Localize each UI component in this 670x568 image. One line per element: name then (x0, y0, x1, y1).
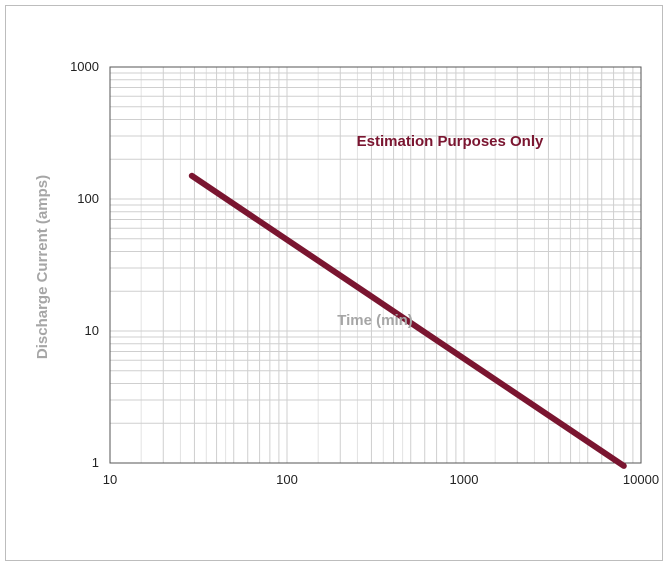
plot-border (109, 66, 642, 464)
y-axis-title: Discharge Current (amps) (34, 175, 51, 359)
chart-frame (5, 5, 663, 561)
series-layer (188, 172, 627, 469)
x-ticks: 10 100 1000 10000 (103, 472, 659, 487)
x-tick-label: 100 (276, 472, 298, 487)
x-tick-label: 1000 (450, 472, 479, 487)
x-tick-label: 10000 (623, 472, 659, 487)
x-tick-label: 10 (103, 472, 117, 487)
x-axis-title: Time (min) (337, 312, 413, 329)
y-tick-label: 1000 (70, 59, 99, 74)
grid (109, 66, 642, 464)
series-line (188, 172, 627, 469)
y-tick-label: 10 (85, 323, 99, 338)
annotation: Estimation Purposes Only (357, 133, 544, 150)
y-tick-label: 1 (92, 455, 99, 470)
y-ticks: 1 10 100 1000 (70, 59, 99, 470)
y-tick-label: 100 (77, 191, 99, 206)
